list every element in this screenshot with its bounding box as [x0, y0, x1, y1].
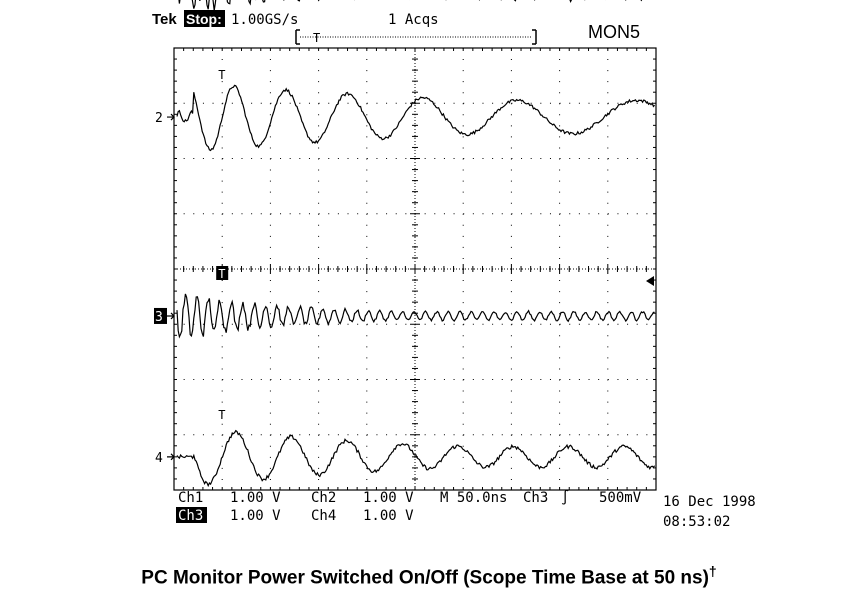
ch4-scale: 1.00 V	[363, 508, 414, 524]
trace-ch3	[176, 293, 655, 339]
caption-text: PC Monitor Power Switched On/Off (Scope …	[141, 567, 709, 589]
ch1-label: Ch1	[178, 490, 203, 506]
channel-marker-ch4: 4	[155, 451, 163, 466]
trace-ch2	[176, 84, 656, 152]
trigger-level-label: 500mV	[599, 490, 642, 506]
waveform-traces	[176, 0, 656, 488]
acquisitions-label: 1 Acqs	[388, 12, 439, 28]
channel-arrow	[167, 113, 175, 121]
readout: Ch1 1.00 V Ch2 1.00 V M 50.0ns Ch3 ∫ 500…	[176, 489, 756, 530]
channel-marker-ch1: 1	[155, 0, 163, 2]
record-trigger-marker: T	[313, 31, 320, 45]
timebase-label: M 50.0ns	[440, 490, 507, 506]
graticule	[173, 47, 657, 491]
channel-marker-box	[154, 307, 167, 324]
sample-rate-label: 1.00GS/s	[231, 12, 298, 28]
brand-label: Tek	[152, 11, 177, 28]
channel-arrow	[167, 312, 175, 320]
trigger-marker: T	[218, 68, 225, 82]
trigger-marker: T	[218, 267, 225, 281]
run-state-label: Stop:	[186, 11, 222, 27]
ch3-label-box	[176, 507, 207, 523]
caption-dagger: †	[708, 563, 717, 579]
trigger-slope-icon: ∫	[561, 489, 569, 506]
channel-marker-ch3: 3	[155, 310, 163, 325]
ch2-label: Ch2	[311, 490, 336, 506]
ch1-scale: 1.00 V	[230, 490, 281, 506]
run-state-box	[184, 10, 225, 27]
time-label: 08:53:02	[663, 514, 730, 530]
record-view-bar	[295, 29, 537, 45]
trigger-source-label: Ch3	[523, 490, 548, 506]
ch3-scale: 1.00 V	[230, 508, 281, 524]
channel-arrow	[167, 453, 175, 461]
trigger-level-arrow	[646, 276, 654, 286]
trace-ch1	[178, 0, 643, 11]
scope-label: MON5	[588, 22, 640, 42]
trace-ch4	[176, 429, 656, 488]
ch2-scale: 1.00 V	[363, 490, 414, 506]
trigger-marker-box	[216, 266, 229, 280]
channel-markers: 1T2T3T4T	[154, 0, 229, 466]
channel-marker-ch2: 2	[155, 111, 163, 126]
ch3-label: Ch3	[178, 508, 203, 524]
ch4-label: Ch4	[311, 508, 336, 524]
date-label: 16 Dec 1998	[663, 494, 756, 510]
trigger-marker: T	[218, 408, 225, 422]
figure-caption: PC Monitor Power Switched On/Off (Scope …	[0, 563, 858, 589]
